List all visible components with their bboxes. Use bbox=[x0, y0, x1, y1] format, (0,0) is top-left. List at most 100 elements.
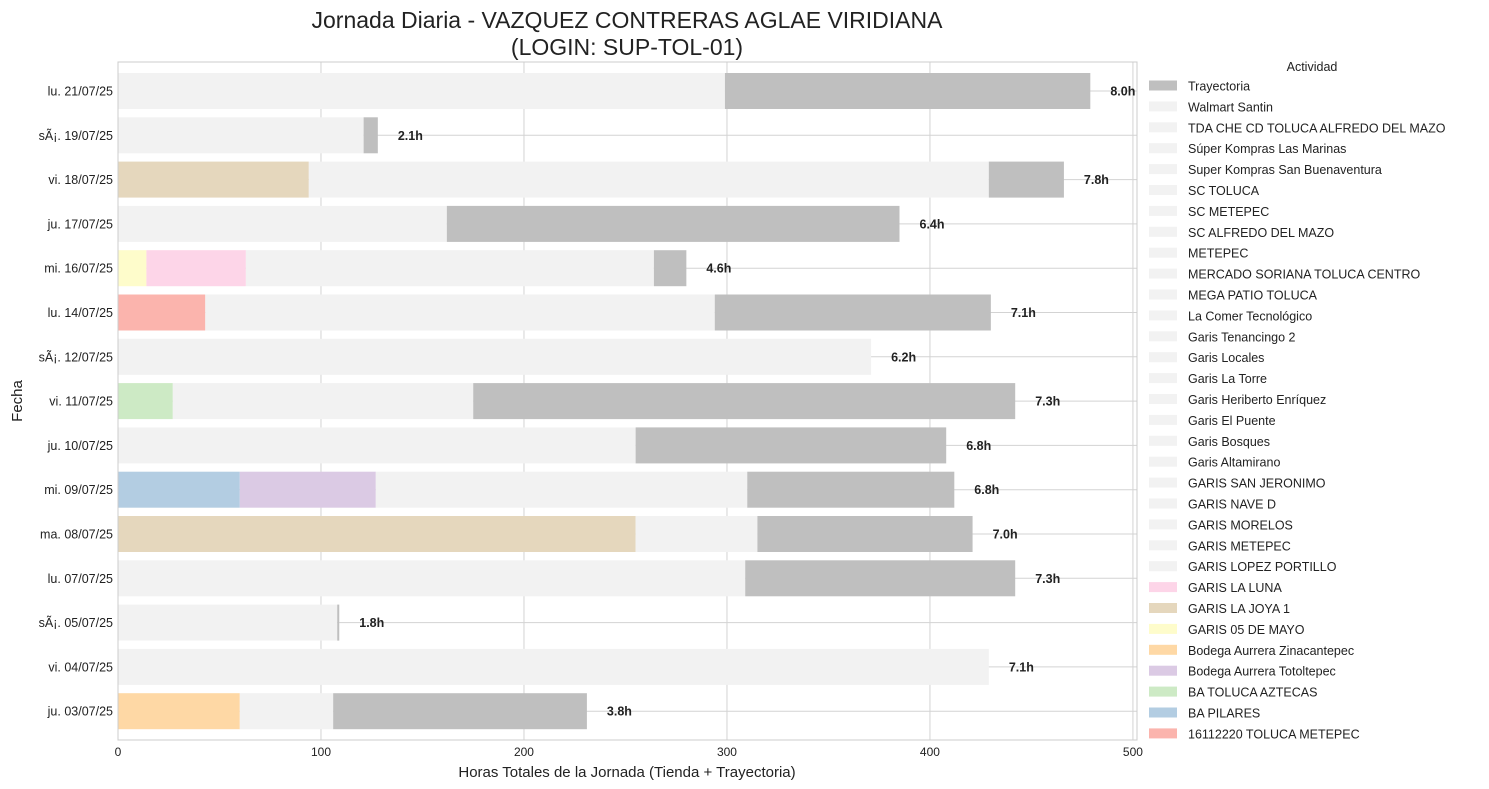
legend-label: Súper Kompras Las Marinas bbox=[1188, 142, 1346, 156]
legend-item-super-kompras-las-marinas: Súper Kompras Las Marinas bbox=[1149, 142, 1346, 156]
bar-segment-walmart-santin bbox=[118, 648, 989, 685]
x-axis-label: Horas Totales de la Jornada (Tienda + Tr… bbox=[458, 764, 795, 781]
legend-label: BA TOLUCA AZTECAS bbox=[1188, 686, 1317, 700]
legend-label: MEGA PATIO TOLUCA bbox=[1188, 289, 1318, 303]
legend-label: GARIS SAN JERONIMO bbox=[1188, 477, 1326, 491]
legend-swatch bbox=[1149, 352, 1177, 363]
legend-item-mercado-soriana-toluca-centro: MERCADO SORIANA TOLUCA CENTRO bbox=[1149, 268, 1420, 282]
legend-item-tda-che-cd-toluca-alfredo-del-mazo: TDA CHE CD TOLUCA ALFREDO DEL MAZO bbox=[1149, 121, 1446, 135]
bar-segment-trayectoria bbox=[653, 250, 687, 287]
bar-total-label: 7.1h bbox=[1011, 306, 1036, 320]
bar-segment-walmart-santin bbox=[118, 117, 364, 154]
legend-label: SC TOLUCA bbox=[1188, 184, 1260, 198]
legend-swatch bbox=[1149, 498, 1177, 509]
bars-layer bbox=[118, 73, 1091, 730]
bar-segment-walmart-santin bbox=[118, 427, 636, 464]
y-tick-label: lu. 07/07/25 bbox=[48, 572, 113, 586]
legend-label: Bodega Aurrera Totoltepec bbox=[1188, 665, 1336, 679]
legend-title: Actividad bbox=[1287, 60, 1338, 74]
legend-label: MERCADO SORIANA TOLUCA CENTRO bbox=[1188, 268, 1420, 282]
legend-item-garis-05-de-mayo: GARIS 05 DE MAYO bbox=[1149, 623, 1305, 637]
x-tick-label: 100 bbox=[311, 745, 331, 759]
bar-segment-garis-05-de-mayo bbox=[118, 250, 147, 287]
bar-segment-bodega-aurrera-totoltepec bbox=[239, 471, 376, 508]
legend-item-garis-heriberto-enriquez: Garis Heriberto Enríquez bbox=[1149, 393, 1326, 407]
legend-swatch bbox=[1149, 519, 1177, 530]
bar-total-label: 6.2h bbox=[891, 350, 916, 364]
legend-label: 16112220 TOLUCA METEPEC bbox=[1188, 727, 1360, 741]
plot-frame bbox=[117, 61, 1138, 741]
legend-swatch bbox=[1149, 644, 1177, 655]
legend-item-16112220-toluca-metepec: 16112220 TOLUCA METEPEC bbox=[1149, 727, 1360, 741]
bar-segment-bodega-aurrera-zinacantepec bbox=[118, 693, 240, 730]
legend-item-sc-toluca: SC TOLUCA bbox=[1149, 184, 1260, 198]
legend-label: TDA CHE CD TOLUCA ALFREDO DEL MAZO bbox=[1188, 121, 1446, 135]
bar-segment-walmart-santin bbox=[118, 604, 338, 641]
legend-item-bodega-aurrera-totoltepec: Bodega Aurrera Totoltepec bbox=[1149, 665, 1336, 679]
y-tick-label: mi. 09/07/25 bbox=[44, 483, 113, 497]
legend-item-garis-bosques: Garis Bosques bbox=[1149, 435, 1270, 449]
legend-item-garis-tenancingo-2: Garis Tenancingo 2 bbox=[1149, 330, 1296, 344]
legend-item-garis-san-jeronimo: GARIS SAN JERONIMO bbox=[1149, 477, 1326, 491]
legend-label: Garis Bosques bbox=[1188, 435, 1270, 449]
legend-label: GARIS NAVE D bbox=[1188, 498, 1276, 512]
y-tick-label: sÃ¡. 19/07/25 bbox=[39, 129, 113, 143]
legend-label: GARIS METEPEC bbox=[1188, 539, 1291, 553]
legend-swatch bbox=[1149, 373, 1177, 384]
legend-item-garis-la-joya-1: GARIS LA JOYA 1 bbox=[1149, 602, 1290, 616]
legend-item-garis-nave-d: GARIS NAVE D bbox=[1149, 498, 1276, 512]
y-tick-label: vi. 11/07/25 bbox=[49, 395, 113, 409]
bar-total-label: 7.0h bbox=[993, 528, 1018, 542]
x-tick-label: 300 bbox=[717, 745, 737, 759]
data-labels: 8.0h 2.1h 7.8h 6.4h 4.6h 7.1h 6.2h 7.3h 6.8h 6.8h… bbox=[359, 85, 1135, 719]
y-tick-label: ju. 10/07/25 bbox=[47, 439, 113, 453]
bar-segment-16112220-toluca-metepec bbox=[118, 294, 206, 331]
bar-total-label: 4.6h bbox=[706, 262, 731, 276]
x-tick-label: 200 bbox=[514, 745, 534, 759]
legend-item-mega-patio-toluca: MEGA PATIO TOLUCA bbox=[1149, 289, 1318, 303]
legend-swatch bbox=[1149, 707, 1177, 718]
legend-swatch bbox=[1149, 185, 1177, 195]
bar-segment-trayectoria bbox=[446, 205, 900, 242]
x-axis: 0 100 200 300 400 500 bbox=[115, 745, 1144, 759]
y-tick-label: sÃ¡. 12/07/25 bbox=[39, 350, 113, 364]
bar-total-label: 6.8h bbox=[974, 483, 999, 497]
bar-segment-trayectoria bbox=[747, 471, 955, 508]
bar-segment-trayectoria bbox=[745, 560, 1016, 597]
legend-label: METEPEC bbox=[1188, 247, 1248, 261]
y-tick-label: vi. 04/07/25 bbox=[48, 660, 113, 674]
legend-swatch bbox=[1149, 456, 1177, 467]
bar-segment-trayectoria bbox=[757, 516, 973, 552]
chart-subtitle: (LOGIN: SUP-TOL-01) bbox=[511, 34, 743, 60]
legend-swatch bbox=[1149, 686, 1177, 697]
legend-label: Garis Altamirano bbox=[1188, 456, 1280, 470]
legend-item-trayectoria: Trayectoria bbox=[1149, 80, 1250, 94]
legend-label: Garis El Puente bbox=[1188, 414, 1276, 428]
legend-swatch bbox=[1149, 122, 1177, 133]
legend-item-ba-toluca-aztecas: BA TOLUCA AZTECAS bbox=[1149, 686, 1317, 700]
legend-item-garis-la-torre: Garis La Torre bbox=[1149, 372, 1267, 386]
legend-swatch bbox=[1149, 143, 1177, 154]
legend-swatch bbox=[1149, 394, 1177, 404]
y-tick-label: mi. 16/07/25 bbox=[44, 262, 113, 276]
legend-item-garis-locales: Garis Locales bbox=[1149, 351, 1264, 365]
bar-segment-walmart-santin bbox=[308, 161, 989, 198]
y-tick-label: lu. 14/07/25 bbox=[48, 306, 113, 320]
bar-segment-garis-la-joya-1 bbox=[118, 161, 309, 198]
legend-item-metepec: METEPEC bbox=[1149, 247, 1248, 261]
legend-swatch bbox=[1149, 477, 1177, 488]
bar-total-label: 7.1h bbox=[1009, 660, 1034, 674]
legend-swatch bbox=[1149, 540, 1177, 551]
bar-total-label: 6.8h bbox=[966, 439, 991, 453]
legend-swatch bbox=[1149, 310, 1177, 321]
bar-segment-ba-toluca-aztecas bbox=[118, 383, 173, 420]
y-axis-label: Fecha bbox=[9, 380, 26, 422]
bar-segment-trayectoria bbox=[635, 427, 947, 464]
bar-segment-walmart-santin bbox=[118, 338, 872, 375]
legend-label: GARIS LOPEZ PORTILLO bbox=[1188, 560, 1337, 574]
legend-swatch bbox=[1149, 561, 1177, 572]
legend-swatch bbox=[1149, 289, 1177, 300]
bar-segment-trayectoria bbox=[363, 117, 378, 154]
legend-label: Garis Tenancingo 2 bbox=[1188, 330, 1296, 344]
